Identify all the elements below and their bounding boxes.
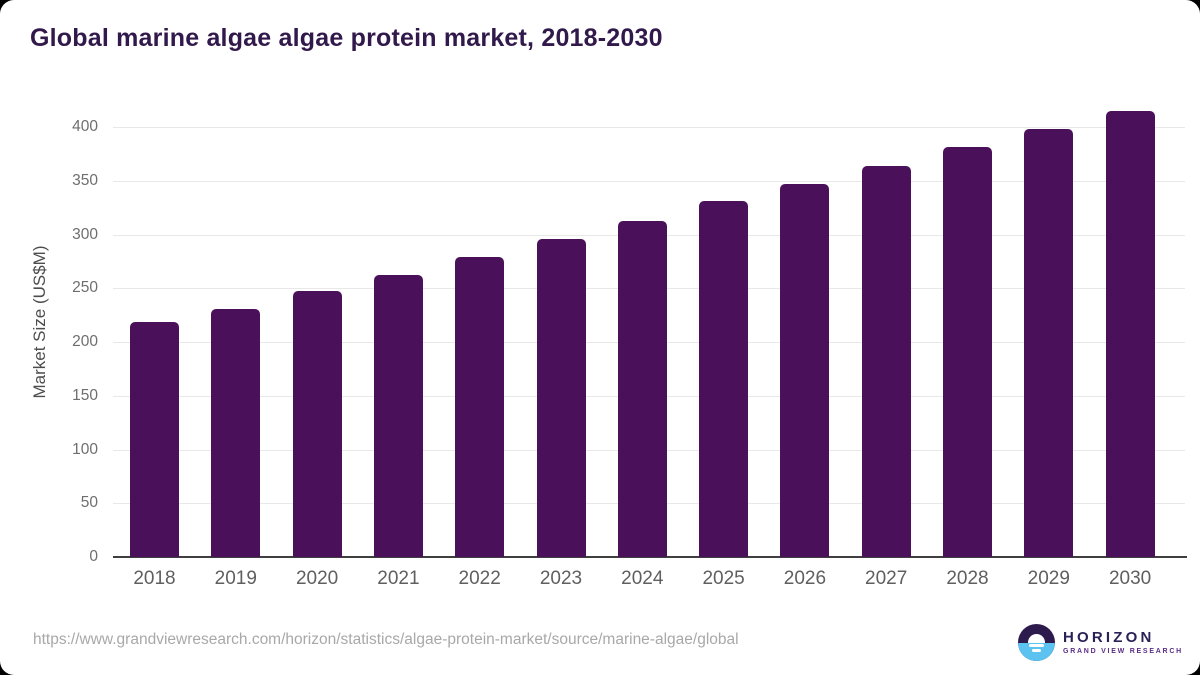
gridline-400 xyxy=(113,127,1185,128)
y-tick-label: 0 xyxy=(89,548,98,565)
x-tick-label: 2024 xyxy=(621,568,664,589)
y-tick-label: 250 xyxy=(72,279,98,297)
logo-reflection-line xyxy=(1029,644,1044,647)
bar-2025 xyxy=(699,201,749,557)
x-tick-label: 2026 xyxy=(783,568,827,589)
bar-2030 xyxy=(1105,110,1155,557)
bar-2029 xyxy=(1024,129,1074,557)
bar-2021 xyxy=(373,275,423,557)
y-axis-title: Market Size (US$M) xyxy=(30,245,49,399)
logo-water-shape xyxy=(1018,642,1055,661)
y-tick-label: 400 xyxy=(72,118,98,135)
bar-2024 xyxy=(617,220,667,557)
y-tick-label: 200 xyxy=(72,333,98,350)
bar-2023 xyxy=(536,238,586,557)
bar-2019 xyxy=(211,308,261,557)
bar-2027 xyxy=(861,165,911,557)
logo-wordmark: HORIZON xyxy=(1063,628,1155,646)
y-tick-label: 50 xyxy=(80,494,98,512)
logo-subtitle: GRAND VIEW RESEARCH xyxy=(1063,647,1183,655)
chart-title: Global marine algae algae protein market… xyxy=(30,24,663,52)
x-tick-label: 2020 xyxy=(295,568,339,589)
x-tick-label: 2023 xyxy=(539,568,583,589)
x-tick-label: 2029 xyxy=(1027,568,1070,589)
x-tick-label: 2025 xyxy=(702,568,745,589)
y-tick-label: 150 xyxy=(72,386,98,404)
x-tick-label: 2019 xyxy=(214,568,257,589)
x-tick-label: 2022 xyxy=(458,568,501,589)
horizon-logo: HORIZON GRAND VIEW RESEARCH xyxy=(1018,624,1183,661)
bar-2026 xyxy=(780,183,830,557)
x-tick-label: 2028 xyxy=(946,568,989,589)
x-axis-line xyxy=(113,556,1187,558)
y-tick-label: 350 xyxy=(72,171,98,189)
bar-2022 xyxy=(455,257,505,557)
x-tick-label: 2018 xyxy=(133,568,176,589)
bar-2028 xyxy=(943,147,992,557)
bar-2018 xyxy=(130,321,179,557)
gridline-350 xyxy=(113,180,1185,182)
x-tick-label: 2030 xyxy=(1108,568,1152,589)
y-tick-label: 300 xyxy=(72,225,98,243)
bar-2020 xyxy=(292,291,342,557)
x-tick-label: 2021 xyxy=(377,568,420,589)
x-tick-label: 2027 xyxy=(865,568,908,589)
logo-reflection-line xyxy=(1032,649,1041,652)
y-tick-label: 100 xyxy=(72,440,98,458)
logo-text-block: HORIZON GRAND VIEW RESEARCH xyxy=(1063,630,1183,656)
horizon-logo-icon xyxy=(1018,624,1055,661)
source-url: https://www.grandviewresearch.com/horizo… xyxy=(33,631,739,648)
